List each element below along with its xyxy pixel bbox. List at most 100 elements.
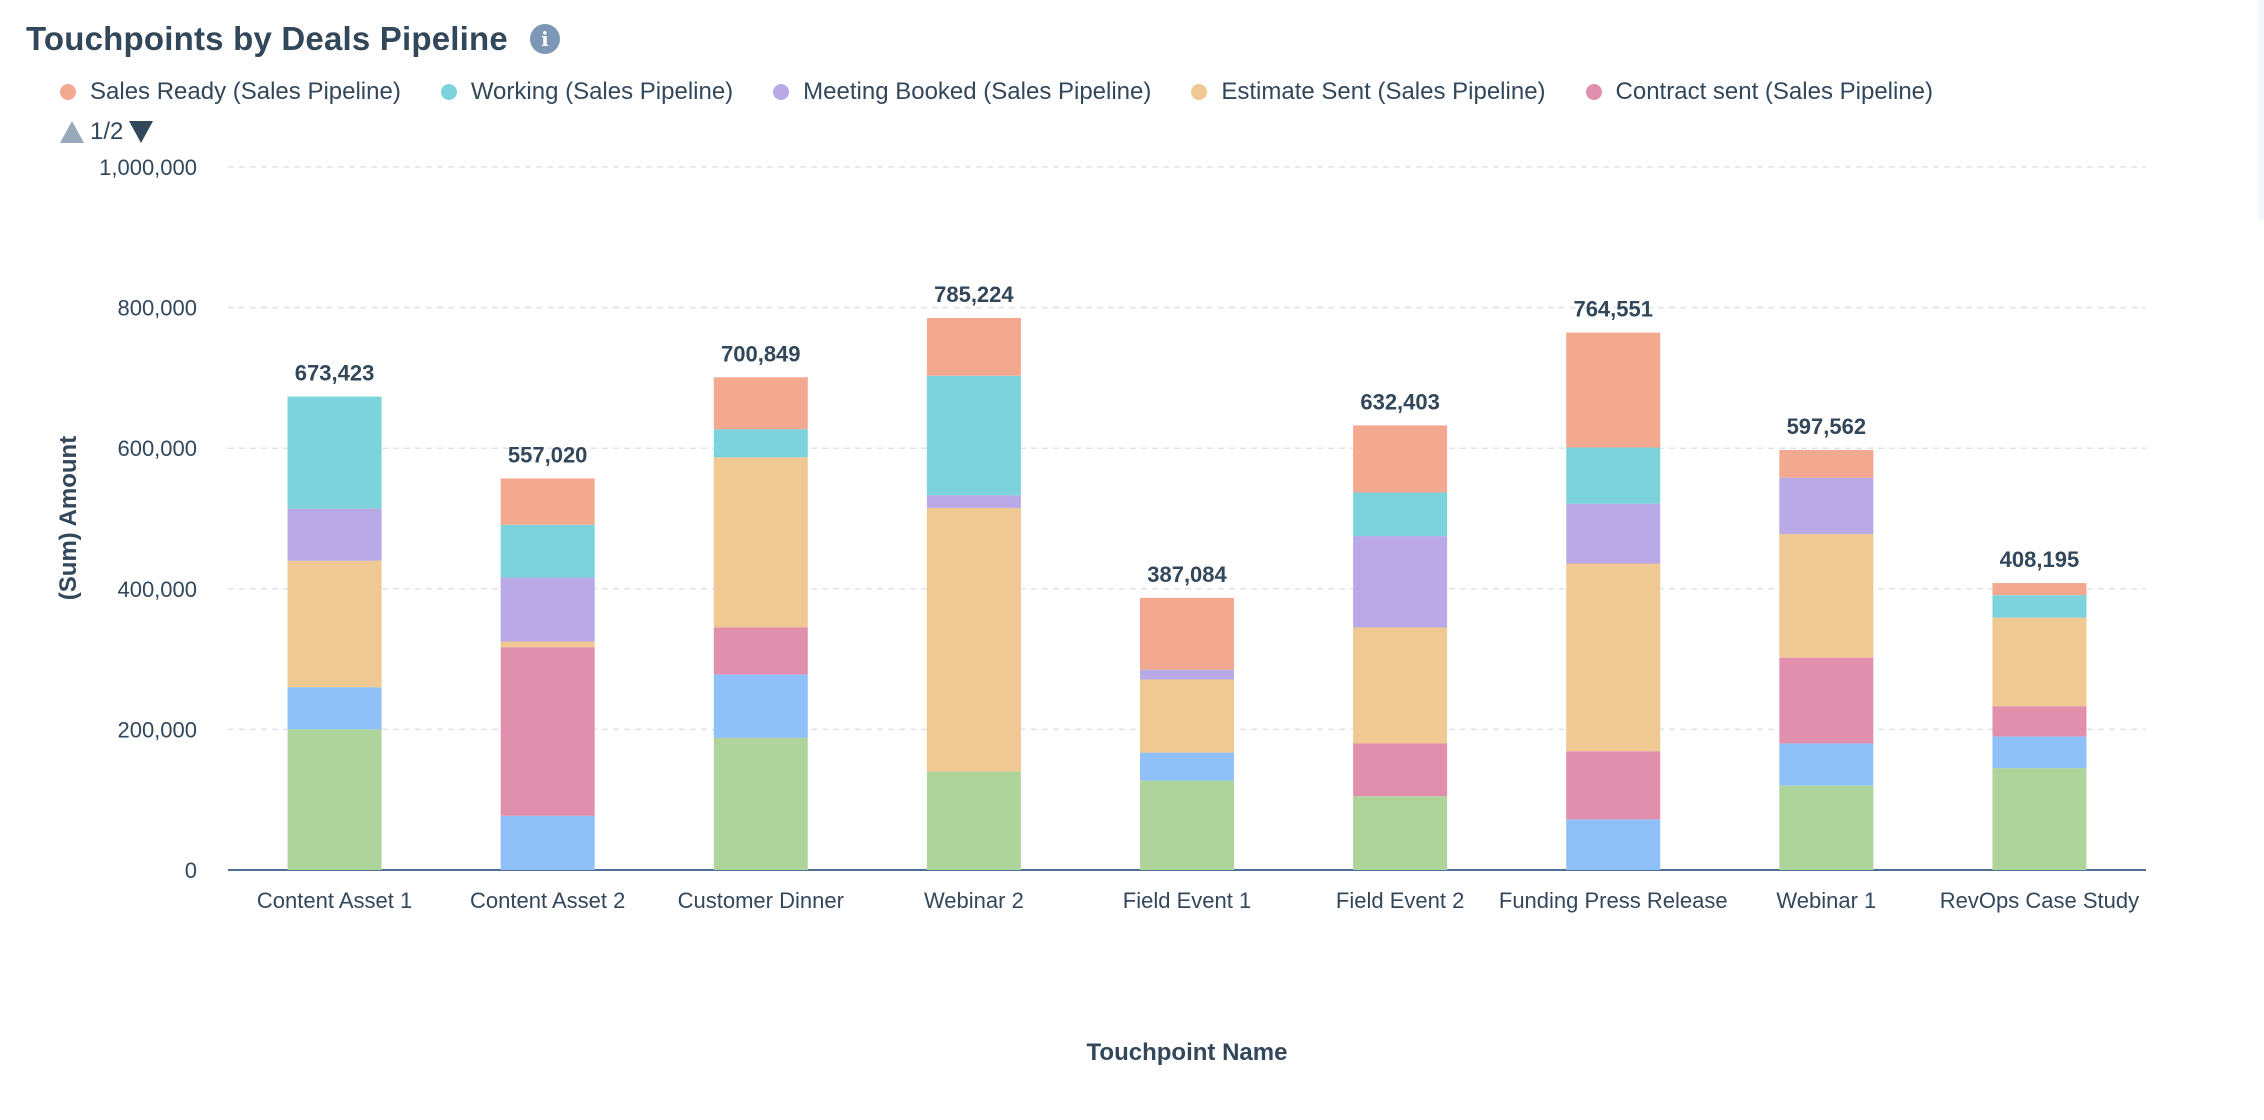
bar-segment[interactable] [926,317,1021,376]
bar-segment[interactable] [1992,617,2087,707]
x-tick-label: Webinar 2 [924,888,1024,913]
x-tick-label: RevOps Case Study [1940,888,2139,913]
bar-total-label: 387,084 [1147,562,1227,587]
bar-segment[interactable] [1353,796,1448,870]
bar-total-label: 673,423 [295,361,375,386]
bar-segment[interactable] [1140,679,1234,753]
x-tick-label: Content Asset 2 [470,888,625,913]
bar-segment[interactable] [1353,627,1448,744]
bar-segment[interactable] [500,577,595,642]
bar-segment[interactable] [926,495,1021,508]
bar-segment[interactable] [1140,780,1234,870]
bar-segment[interactable] [500,641,595,648]
legend-dot-icon [1191,84,1208,100]
bar-segment[interactable] [1566,751,1661,820]
y-tick-label: 800,000 [117,296,197,321]
bar-total-label: 764,551 [1573,297,1653,322]
bar-segment[interactable] [1992,706,2087,737]
bar-segment[interactable] [1566,332,1661,448]
bar-segment[interactable] [713,457,808,628]
x-axis-title: Touchpoint Name [1087,1039,1288,1066]
bar-segment[interactable] [1140,597,1234,670]
bar-segment[interactable] [500,478,595,525]
legend-dot-icon [1585,84,1602,100]
pager-up-icon[interactable] [60,121,84,143]
bar-total-label: 700,849 [721,341,801,366]
legend-label: Estimate Sent (Sales Pipeline) [1221,78,1546,105]
legend-label: Sales Ready (Sales Pipeline) [90,78,401,105]
bar-segment[interactable] [1779,477,1874,534]
bar-total-label: 597,562 [1787,414,1867,439]
chart-legend: Sales Ready (Sales Pipeline) Working (Sa… [60,78,1973,106]
legend-item-meeting-booked[interactable]: Meeting Booked (Sales Pipeline) [773,78,1151,106]
bar-segment[interactable] [1779,533,1874,658]
bar-segment[interactable] [713,674,808,738]
y-tick-label: 400,000 [117,577,197,602]
chart-header: Touchpoints by Deals Pipeline i [26,20,560,58]
bar-segment[interactable] [1779,449,1874,478]
legend-item-estimate-sent[interactable]: Estimate Sent (Sales Pipeline) [1191,78,1546,106]
y-tick-label: 200,000 [117,717,197,742]
pager-down-icon[interactable] [129,121,154,143]
chart-title: Touchpoints by Deals Pipeline [26,20,508,57]
legend-item-working[interactable]: Working (Sales Pipeline) [440,78,733,106]
legend-dot-icon [60,84,76,100]
x-tick-label: Customer Dinner [678,888,844,913]
y-tick-label: 1,000,000 [99,155,197,180]
bar-segment[interactable] [713,737,808,870]
info-icon[interactable]: i [529,24,560,54]
bar-segment[interactable] [1353,425,1448,493]
bar-segment[interactable] [1566,447,1661,504]
bar-segment[interactable] [926,375,1021,496]
bar-segment[interactable] [500,815,595,870]
bar-segment[interactable] [926,507,1021,772]
bar-segment[interactable] [1353,536,1448,628]
legend-item-sales-ready[interactable]: Sales Ready (Sales Pipeline) [60,78,401,106]
y-tick-label: 0 [185,858,197,883]
bar-segment[interactable] [1992,768,2087,870]
bar-segment[interactable] [713,627,808,675]
bar-segment[interactable] [1992,736,2087,769]
bar-total-label: 632,403 [1360,389,1440,414]
bar-segment[interactable] [500,647,595,816]
bar-segment[interactable] [1566,819,1661,870]
bar-segment[interactable] [713,429,808,458]
bar-segment[interactable] [287,508,382,561]
x-tick-label: Content Asset 1 [257,888,412,913]
legend-label: Meeting Booked (Sales Pipeline) [803,78,1152,105]
bar-total-label: 408,195 [2000,547,2080,572]
bar-segment[interactable] [1353,492,1448,537]
bar-segment[interactable] [287,729,382,870]
bar-total-label: 785,224 [934,282,1014,307]
y-tick-label: 600,000 [117,436,197,461]
bar-segment[interactable] [1566,563,1661,752]
bar-segment[interactable] [926,771,1021,870]
bar-segment[interactable] [1779,657,1874,744]
bar-segment[interactable] [287,560,382,688]
bar-segment[interactable] [1779,743,1874,786]
scrollbar-edge [2258,0,2264,220]
legend-dot-icon [440,84,457,100]
bar-segment[interactable] [1779,785,1874,870]
bar-segment[interactable] [713,377,808,430]
bar-segment[interactable] [500,524,595,578]
x-tick-label: Webinar 1 [1776,888,1876,913]
legend-pager: 1/2 [60,118,154,146]
bar-segment[interactable] [287,687,382,730]
bar-segment[interactable] [287,396,382,509]
bar-segment[interactable] [1140,752,1234,781]
pager-page-indicator: 1/2 [90,118,124,145]
x-tick-label: Funding Press Release [1499,888,1728,913]
bar-segment[interactable] [1992,583,2087,596]
bar-segment[interactable] [1992,595,2087,618]
bar-total-label: 557,020 [508,442,588,467]
bar-segment[interactable] [1566,503,1661,564]
legend-label: Contract sent (Sales Pipeline) [1615,78,1934,105]
legend-dot-icon [773,84,790,100]
bar-segment[interactable] [1353,743,1448,797]
legend-item-contract-sent[interactable]: Contract sent (Sales Pipeline) [1585,78,1934,106]
bar-segment[interactable] [1140,669,1234,680]
x-tick-label: Field Event 1 [1123,888,1251,913]
y-axis-title: (Sum) Amount [55,436,82,600]
